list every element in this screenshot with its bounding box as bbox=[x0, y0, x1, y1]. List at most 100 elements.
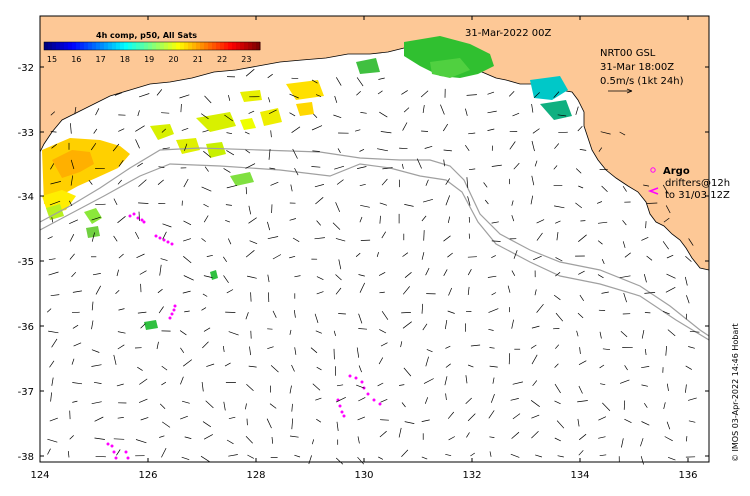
current-vector bbox=[377, 148, 388, 152]
current-vector bbox=[118, 308, 125, 311]
current-legend: NRT00 GSL 31-Mar 18:00Z 0.5m/s (1kt 24h) bbox=[600, 48, 684, 94]
drifter-track-1 bbox=[128, 212, 146, 224]
current-vector bbox=[445, 453, 452, 457]
current-vector bbox=[597, 221, 608, 224]
current-vector bbox=[379, 291, 385, 294]
current-vector bbox=[470, 344, 481, 347]
current-vector bbox=[579, 347, 581, 354]
current-vector bbox=[245, 149, 251, 154]
current-vector bbox=[357, 456, 365, 465]
current-vector bbox=[534, 160, 538, 167]
drifter-track-4 bbox=[348, 374, 382, 406]
colorbar-swatch bbox=[72, 42, 77, 50]
current-vector bbox=[421, 303, 424, 314]
current-vector bbox=[467, 364, 474, 368]
current-vector bbox=[226, 289, 234, 294]
colorbar-swatch bbox=[176, 42, 181, 50]
current-vector bbox=[158, 166, 165, 168]
current-vector bbox=[491, 292, 497, 296]
current-vector bbox=[47, 438, 58, 443]
colorbar-swatch bbox=[52, 42, 57, 50]
current-vector bbox=[640, 456, 644, 465]
colorbar-title: 4h comp, p50, All Sats bbox=[96, 31, 197, 40]
colorbar-swatch bbox=[224, 42, 229, 50]
current-vector bbox=[336, 384, 344, 387]
current-vector bbox=[404, 204, 414, 207]
current-vector bbox=[445, 195, 451, 206]
current-vector bbox=[180, 415, 188, 420]
current-vector bbox=[356, 77, 364, 87]
x-tick-label: 126 bbox=[138, 470, 157, 481]
current-vector bbox=[184, 310, 190, 313]
colorbar-swatch bbox=[152, 42, 157, 50]
current-vector bbox=[160, 258, 168, 261]
y-axis: -32 -33 -34 -35 -36 -37 -38 bbox=[18, 63, 709, 463]
current-vector bbox=[402, 122, 408, 131]
current-vector bbox=[578, 450, 584, 456]
current-vector bbox=[532, 128, 540, 134]
current-vector bbox=[531, 325, 540, 329]
current-vector bbox=[49, 417, 58, 422]
drifters-label-2: to 31/03 12Z bbox=[665, 190, 730, 201]
current-vector bbox=[424, 145, 433, 149]
current-vector bbox=[623, 292, 627, 303]
current-vector bbox=[72, 400, 78, 403]
colorbar-swatch bbox=[88, 42, 93, 50]
current-vector bbox=[557, 455, 564, 458]
current-vector bbox=[224, 114, 234, 122]
current-vector bbox=[90, 143, 97, 151]
current-vector bbox=[666, 254, 674, 259]
current-vector bbox=[70, 175, 74, 186]
colorbar-swatch bbox=[148, 42, 153, 50]
current-vector bbox=[49, 200, 61, 206]
current-vector bbox=[665, 286, 676, 293]
x-tick-label: 134 bbox=[570, 470, 589, 481]
current-vector bbox=[378, 357, 384, 365]
current-vector bbox=[269, 403, 277, 409]
current-vector bbox=[599, 364, 605, 369]
colorbar-label: 23 bbox=[241, 55, 251, 64]
current-vector bbox=[355, 129, 361, 132]
current-vector bbox=[201, 186, 212, 192]
argo-marker-icon bbox=[650, 167, 656, 173]
current-vector bbox=[664, 436, 673, 442]
current-vector bbox=[622, 186, 627, 192]
current-vector bbox=[93, 128, 98, 134]
current-vector bbox=[335, 238, 346, 242]
current-vector bbox=[358, 313, 363, 324]
current-vector bbox=[360, 204, 370, 208]
x-tick-label: 132 bbox=[462, 470, 481, 481]
current-vector bbox=[202, 129, 209, 133]
colorbar-swatch bbox=[112, 42, 117, 50]
current-vector bbox=[555, 272, 561, 277]
current-vector bbox=[465, 375, 468, 384]
current-vector bbox=[378, 456, 384, 460]
current-vector bbox=[335, 457, 344, 465]
current-vector bbox=[245, 403, 247, 410]
current-vector bbox=[225, 219, 231, 223]
colorbar-swatch bbox=[92, 42, 97, 50]
colorbar-swatch bbox=[104, 42, 109, 50]
current-vector bbox=[554, 437, 561, 442]
current-vector bbox=[93, 381, 102, 384]
current-vector bbox=[115, 289, 120, 295]
current-vector bbox=[445, 393, 447, 401]
current-vector bbox=[71, 358, 75, 365]
current-vector bbox=[315, 330, 322, 334]
current-vector bbox=[316, 276, 324, 281]
colorbar-swatch bbox=[200, 42, 205, 50]
current-vector bbox=[117, 417, 124, 419]
colorbar-swatch bbox=[192, 42, 197, 50]
current-vector bbox=[378, 271, 386, 276]
current-vector bbox=[492, 377, 495, 384]
current-vector bbox=[465, 397, 472, 404]
current-vector bbox=[667, 456, 676, 461]
x-axis: 124 126 128 130 132 134 136 bbox=[30, 16, 698, 481]
current-vector bbox=[289, 218, 296, 221]
current-vector bbox=[179, 94, 190, 99]
current-vector bbox=[292, 237, 300, 243]
current-vector bbox=[312, 383, 321, 391]
current-vector bbox=[532, 380, 538, 387]
current-vector bbox=[489, 436, 495, 438]
current-vector bbox=[421, 419, 430, 422]
